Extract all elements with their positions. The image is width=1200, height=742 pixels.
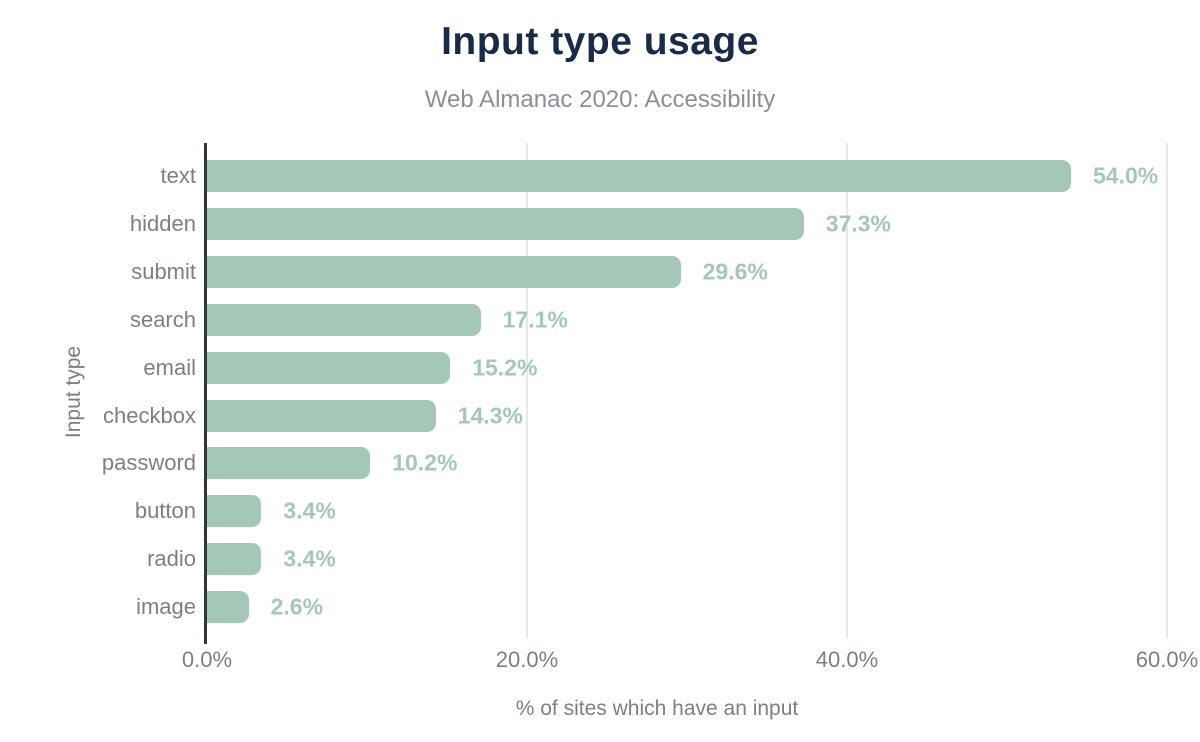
chart-row-text: text 54.0% <box>0 152 1200 200</box>
value-label: 2.6% <box>270 593 324 620</box>
bar-button <box>207 495 262 528</box>
bar-password <box>207 447 371 480</box>
chart-row-radio: radio 3.4% <box>0 535 1200 583</box>
category-label: hidden <box>129 210 196 236</box>
value-label: 54.0% <box>1093 162 1159 189</box>
value-label: 3.4% <box>283 545 336 572</box>
gridline-60 <box>1166 143 1168 638</box>
value-label: 37.3% <box>825 210 892 237</box>
category-label: search <box>129 306 196 332</box>
category-label: radio <box>147 546 196 572</box>
category-label: submit <box>131 258 196 284</box>
chart-row-email: email 15.2% <box>0 344 1200 392</box>
gridline-20 <box>526 143 528 638</box>
chart-row-password: password 10.2% <box>0 439 1200 487</box>
value-label: 14.3% <box>457 402 524 428</box>
x-axis-title: % of sites which have an input <box>515 697 799 720</box>
bar-image <box>207 591 249 624</box>
category-label: email <box>143 354 196 380</box>
chart-title: Input type usage <box>441 20 759 63</box>
bar-radio <box>207 543 262 576</box>
category-label: image <box>136 594 196 620</box>
bar-checkbox <box>207 399 436 432</box>
category-label: text <box>160 163 196 188</box>
value-label: 10.2% <box>392 449 458 476</box>
bar-search <box>207 303 481 336</box>
chart-subtitle: Web Almanac 2020: Accessibility <box>424 86 776 113</box>
x-tick-label: 60.0% <box>1135 647 1199 672</box>
value-label: 29.6% <box>702 258 768 285</box>
bar-submit <box>207 255 681 288</box>
chart-row-button: button 3.4% <box>0 487 1200 535</box>
chart-row-image: image 2.6% <box>0 583 1200 631</box>
chart-row-hidden: hidden 37.3% <box>0 200 1200 248</box>
category-label: button <box>134 498 196 524</box>
category-label: checkbox <box>103 402 196 428</box>
category-label: password <box>101 450 196 476</box>
x-tick-label: 0.0% <box>181 647 233 672</box>
bar-email <box>207 351 451 384</box>
value-label: 17.1% <box>502 306 568 333</box>
x-tick-label: 40.0% <box>815 647 879 672</box>
bar-hidden <box>207 207 804 240</box>
y-axis-line <box>204 143 207 644</box>
x-tick-label: 20.0% <box>495 647 559 672</box>
bar-text <box>207 160 1071 192</box>
chart-row-submit: submit 29.6% <box>0 248 1200 296</box>
gridline-40 <box>846 143 848 638</box>
chart-row-search: search 17.1% <box>0 296 1200 344</box>
value-label: 15.2% <box>472 354 538 381</box>
value-label: 3.4% <box>283 497 336 524</box>
chart-row-checkbox: checkbox 14.3% <box>0 392 1200 440</box>
